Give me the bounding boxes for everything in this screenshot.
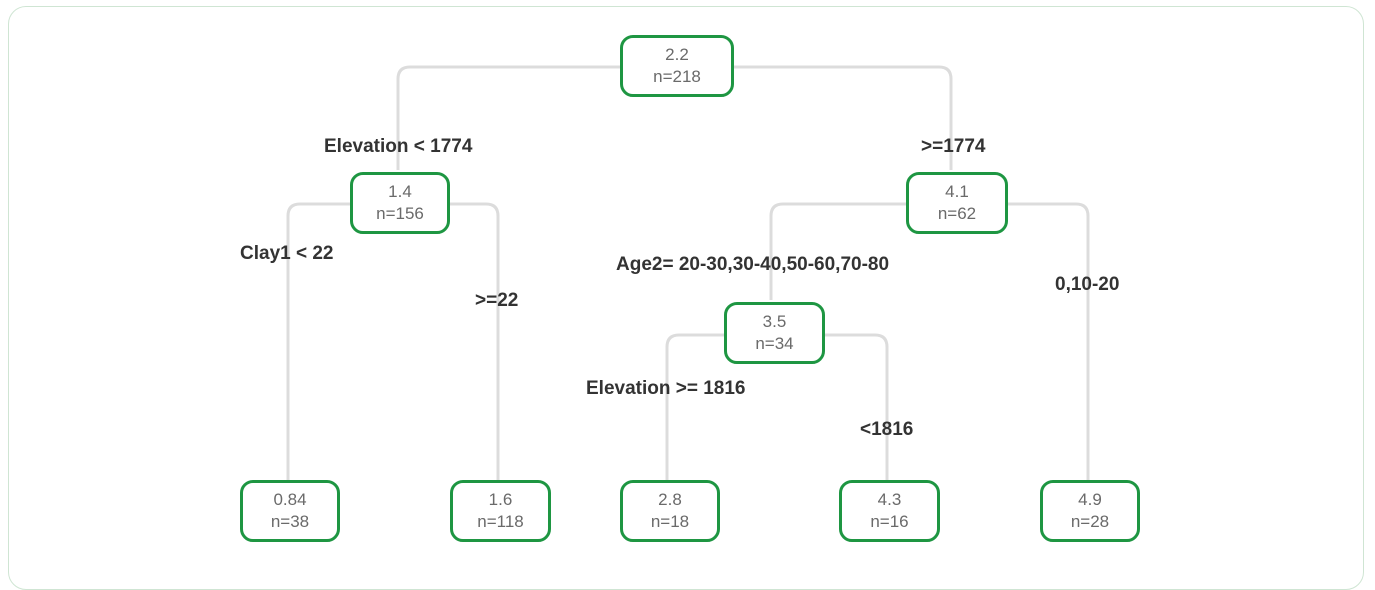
edge-rightleft-leaf3 [665,333,724,480]
node-value: 3.5 [762,312,787,331]
edge-rightleft-leaf4 [825,333,889,480]
node-count: n=218 [653,67,701,86]
node-count: n=34 [755,334,794,353]
split-label-elevation-lt-1774: Elevation < 1774 [324,136,473,157]
node-value: 4.9 [1078,490,1102,509]
node-value: 4.3 [877,490,902,509]
tree-leaf-1: 0.84 n=38 [240,480,340,542]
tree-leaf-5: 4.9 n=28 [1040,480,1140,542]
node-count: n=38 [270,512,310,531]
edge-left-leaf2 [450,202,500,480]
node-value: 4.1 [945,182,969,201]
node-value: 1.6 [488,490,513,509]
split-label-ge-1774: >=1774 [921,136,986,157]
tree-node-right-left: 3.5 n=34 [724,302,825,364]
edge-left-leaf1 [286,202,350,480]
tree-node-left: 1.4 n=156 [350,172,450,234]
tree-leaf-3: 2.8 n=18 [620,480,720,542]
split-label-age2: Age2= 20-30,30-40,50-60,70-80 [616,254,890,275]
node-count: n=28 [1070,512,1110,531]
tree-node-root: 2.2 n=218 [620,35,734,97]
split-label-elevation-ge-1816: Elevation >= 1816 [586,378,746,399]
node-count: n=156 [376,204,424,223]
node-value: 0.84 [273,490,307,509]
tree-edges [286,65,1090,480]
split-label-ge-22: >=22 [475,290,519,311]
node-count: n=18 [650,512,690,531]
tree-leaf-4: 4.3 n=16 [839,480,940,542]
tree-node-right: 4.1 n=62 [906,172,1008,234]
node-count: n=62 [937,204,977,223]
node-count: n=16 [870,512,909,531]
edge-right-rightleft [769,202,906,300]
node-count: n=118 [477,512,524,531]
edge-root-right [734,65,953,170]
tree-leaf-2: 1.6 n=118 [450,480,551,542]
edge-right-leaf5 [1008,202,1090,480]
split-label-clay1-lt-22: Clay1 < 22 [240,243,334,264]
edge-root-left [396,65,620,170]
split-label-age-other: 0,10-20 [1055,274,1120,295]
node-value: 2.2 [665,45,689,64]
node-value: 2.8 [658,490,682,509]
node-value: 1.4 [388,182,412,201]
split-label-lt-1816: <1816 [860,419,914,440]
